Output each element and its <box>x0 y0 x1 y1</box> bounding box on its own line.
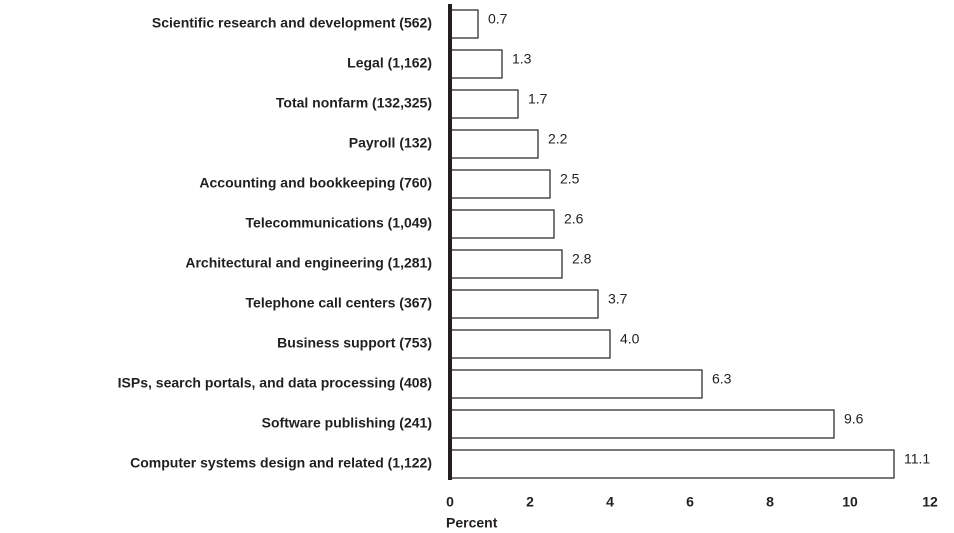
bar <box>449 129 539 159</box>
bar <box>449 49 503 79</box>
x-tick-label: 6 <box>686 494 694 510</box>
value-label: 4.0 <box>620 331 640 347</box>
y-tick-label: Telephone call centers (367) <box>246 295 432 311</box>
bar <box>449 369 703 399</box>
value-label: 1.3 <box>512 51 532 67</box>
bar <box>449 329 611 359</box>
value-label: 2.2 <box>548 131 568 147</box>
y-tick-label: Legal (1,162) <box>347 55 432 71</box>
y-tick-label: Total nonfarm (132,325) <box>276 95 432 111</box>
x-tick-label: 10 <box>842 494 858 510</box>
y-tick-label: Architectural and engineering (1,281) <box>185 255 432 271</box>
bar <box>449 9 479 39</box>
x-tick-label: 4 <box>606 494 614 510</box>
y-tick-label: ISPs, search portals, and data processin… <box>118 375 432 391</box>
value-label: 0.7 <box>488 11 508 27</box>
y-tick-label: Accounting and bookkeeping (760) <box>199 175 432 191</box>
bar <box>449 209 555 239</box>
y-tick-label: Computer systems design and related (1,1… <box>130 455 432 471</box>
y-tick-label: Scientific research and development (562… <box>152 15 432 31</box>
value-label: 2.6 <box>564 211 584 227</box>
value-label: 6.3 <box>712 371 732 387</box>
bar <box>449 289 599 319</box>
x-axis-label: Percent <box>446 515 498 531</box>
bar <box>449 169 551 199</box>
y-tick-label: Business support (753) <box>277 335 432 351</box>
value-label: 11.1 <box>904 451 930 467</box>
x-tick-label: 8 <box>766 494 774 510</box>
value-label: 3.7 <box>608 291 628 307</box>
bar <box>449 89 519 119</box>
x-tick-label: 12 <box>922 494 938 510</box>
value-label: 9.6 <box>844 411 864 427</box>
bar <box>449 249 563 279</box>
y-tick-label: Telecommunications (1,049) <box>246 215 432 231</box>
x-tick-label: 0 <box>446 494 454 510</box>
value-label: 2.5 <box>560 171 580 187</box>
bar <box>449 409 835 439</box>
bar <box>449 449 895 479</box>
y-tick-label: Software publishing (241) <box>262 415 432 431</box>
value-label: 1.7 <box>528 91 548 107</box>
value-label: 2.8 <box>572 251 592 267</box>
y-tick-label: Payroll (132) <box>349 135 432 151</box>
x-tick-label: 2 <box>526 494 534 510</box>
